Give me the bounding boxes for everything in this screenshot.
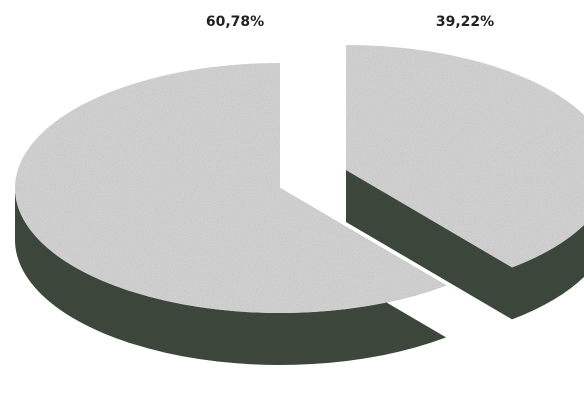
pie-slice-large [15, 63, 447, 366]
pie-slice-small-top [346, 45, 584, 268]
pie-slice-small-side [346, 45, 584, 320]
pie-slice-small [346, 45, 584, 320]
pie-slice-large-top [15, 63, 447, 313]
pie-slice-large-label: 60,78% [206, 14, 264, 30]
pie-slice-small-label: 39,22% [436, 14, 494, 30]
